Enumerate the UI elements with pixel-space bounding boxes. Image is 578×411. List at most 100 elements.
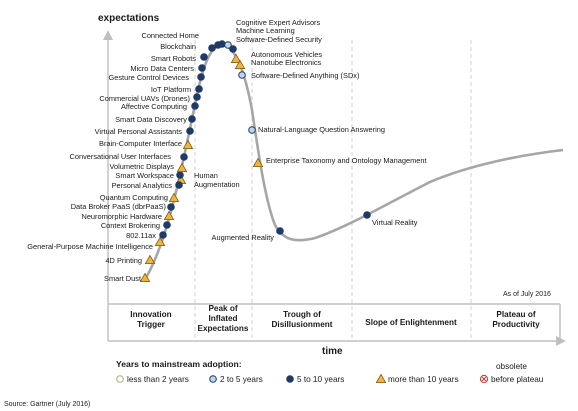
- technology-item: Smart Robots: [151, 53, 208, 63]
- technology-marker: [252, 157, 264, 168]
- technology-label: Smart Workspace: [115, 171, 174, 180]
- legend: Years to mainstream adoption: less than …: [116, 359, 544, 384]
- legend-marker: [375, 373, 387, 384]
- technology-marker: [139, 272, 151, 283]
- phase-label: Productivity: [492, 320, 540, 329]
- phase-label: Disillusionment: [272, 320, 333, 329]
- phase-label: Plateau of: [496, 310, 535, 319]
- legend-label-top: obsolete: [496, 362, 527, 371]
- legend-marker: [286, 375, 294, 383]
- technology-item: Virtual Personal Assistants: [95, 127, 194, 136]
- technology-item: Software-Defined Security: [229, 35, 322, 53]
- technology-item: Context Brokering: [101, 221, 171, 230]
- technology-marker: [163, 221, 171, 229]
- technology-marker: [154, 236, 166, 247]
- legend-marker: [209, 375, 217, 383]
- technology-marker: [276, 227, 284, 235]
- technology-label: Personal Analytics: [112, 181, 173, 190]
- technologies: Smart Dust 4D Printing General-Purpose Mac…: [27, 18, 426, 283]
- technology-label: Data Broker PaaS (dbrPaaS): [71, 202, 166, 211]
- technology-item: Human Augmentation: [175, 171, 240, 189]
- y-axis-label: expectations: [98, 13, 160, 24]
- time-arrow-icon: [556, 336, 566, 346]
- technology-item: Affective Computing: [121, 102, 199, 111]
- x-axis-label: time: [322, 346, 343, 357]
- technology-marker: [175, 181, 183, 189]
- legend-label: more than 10 years: [388, 375, 459, 384]
- technology-marker: [238, 71, 246, 79]
- technology-marker: [195, 85, 203, 93]
- technology-label: Affective Computing: [121, 102, 187, 111]
- y-axis-arrow-icon: [103, 30, 113, 40]
- technology-item: Augmented Reality: [212, 227, 284, 242]
- technology-label: Human Augmentation: [194, 171, 240, 189]
- technology-item: Machine Learning: [224, 26, 295, 49]
- technology-label: Brain-Computer Interface: [99, 139, 182, 148]
- technology-marker: [159, 231, 167, 239]
- phase-label: Trigger: [137, 320, 166, 329]
- technology-marker: [176, 171, 184, 179]
- technology-label: Machine Learning: [236, 26, 295, 35]
- technology-label: Virtual Personal Assistants: [95, 127, 183, 136]
- technology-item: Gesture Control Devices: [108, 73, 205, 82]
- phase-label: Peak of: [208, 304, 237, 313]
- technology-item: Virtual Reality: [363, 211, 418, 227]
- source-note: Source: Gartner (July 2016): [4, 401, 90, 408]
- technology-label: Software-Defined Anything (SDx): [251, 71, 359, 80]
- technology-item: Blockchain: [160, 42, 216, 52]
- technology-marker: [176, 162, 188, 173]
- technology-label: Virtual Reality: [372, 218, 418, 227]
- phase-label: Innovation: [130, 310, 171, 319]
- technology-item: IoT Platform: [151, 85, 203, 94]
- technology-marker: [218, 40, 226, 48]
- technology-label: Commercial UAVs (Drones): [99, 94, 190, 103]
- technology-label: Augmented Reality: [212, 233, 275, 242]
- technology-item: Commercial UAVs (Drones): [99, 93, 201, 103]
- legend-item: 2 to 5 years: [209, 375, 263, 384]
- legend-label: 2 to 5 years: [220, 375, 263, 384]
- legend-item: 5 to 10 years: [286, 375, 344, 384]
- phase-label: Trough of: [283, 310, 321, 319]
- legend-title: Years to mainstream adoption:: [116, 359, 242, 369]
- technology-marker: [197, 73, 205, 81]
- technology-marker: [186, 127, 194, 135]
- technology-item: Smart Data Discovery: [115, 115, 196, 124]
- technology-item: Smart Dust: [104, 272, 151, 283]
- legend-marker: [479, 374, 489, 384]
- technology-marker: [168, 192, 180, 203]
- technology-item: Brain-Computer Interface: [99, 139, 194, 150]
- technology-marker: [191, 102, 199, 110]
- technology-item: Neuromorphic Hardware: [81, 210, 175, 221]
- technology-marker: [208, 44, 216, 52]
- technology-marker: [193, 93, 201, 101]
- technology-label: Cognitive Expert Advisors: [236, 18, 321, 27]
- technology-marker: [230, 53, 242, 63]
- technology-marker: [198, 64, 206, 72]
- technology-item: General-Purpose Machine Intelligence: [27, 236, 166, 251]
- technology-label: General-Purpose Machine Intelligence: [27, 242, 153, 251]
- technology-item: Smart Workspace: [115, 171, 184, 180]
- technology-label: IoT Platform: [151, 85, 191, 94]
- legend-item: less than 2 years: [116, 375, 189, 384]
- phase-label: Inflated: [208, 314, 237, 323]
- technology-label: Smart Data Discovery: [115, 115, 187, 124]
- technology-marker: [248, 126, 256, 134]
- frame: [103, 30, 566, 346]
- technology-label: Blockchain: [160, 42, 196, 51]
- technology-marker: [188, 115, 196, 123]
- technology-marker: [144, 254, 156, 265]
- technology-label: Gesture Control Devices: [108, 73, 189, 82]
- legend-item: more than 10 years: [375, 373, 459, 384]
- legend-label: before plateau: [491, 375, 544, 384]
- technology-item: Quantum Computing: [100, 192, 180, 203]
- technology-item: 802.11ax: [126, 231, 167, 240]
- technology-label: Conversational User Interfaces: [70, 152, 172, 161]
- technology-item: Conversational User Interfaces: [70, 152, 188, 161]
- technology-label: Software-Defined Security: [236, 35, 322, 44]
- technology-marker: [167, 203, 175, 211]
- technology-label: Autonomous Vehicles: [251, 50, 322, 59]
- technology-item: Data Broker PaaS (dbrPaaS): [71, 202, 175, 211]
- technology-item: Natural-Language Question Answering: [248, 125, 385, 134]
- technology-marker: [224, 41, 232, 49]
